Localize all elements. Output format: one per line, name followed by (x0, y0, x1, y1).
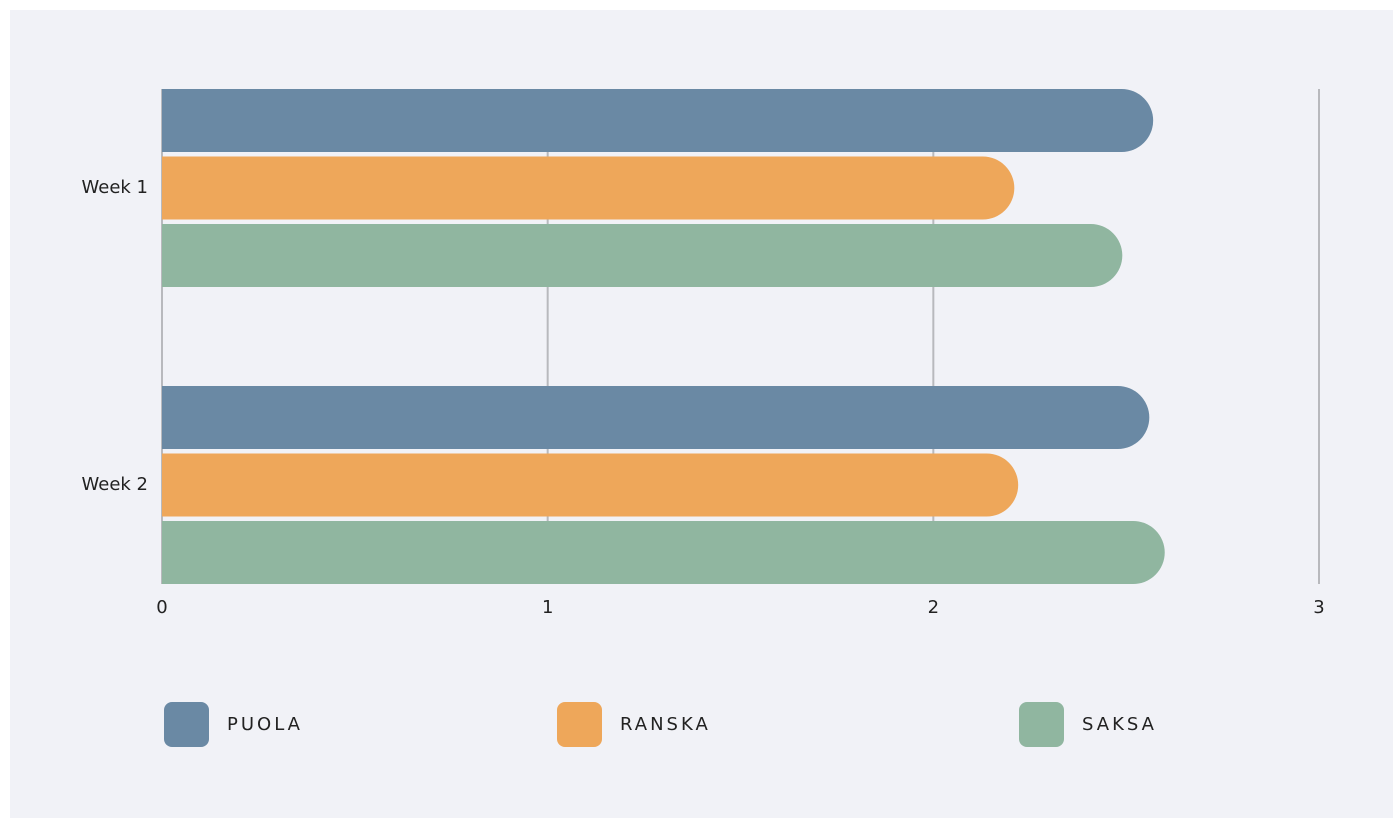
bar (162, 89, 1154, 152)
bar (162, 521, 1165, 584)
legend-label: RANSKA (620, 714, 711, 735)
y-tick-label: Week 2 (82, 474, 149, 495)
x-tick-label: 1 (542, 597, 553, 618)
x-tick-label: 3 (1313, 597, 1324, 618)
legend-swatch (1019, 702, 1064, 747)
bar (162, 156, 1015, 220)
bar (162, 224, 1123, 287)
legend-swatch (557, 702, 602, 747)
y-tick-label: Week 1 (82, 177, 149, 198)
legend-label: SAKSA (1082, 714, 1157, 735)
legend-swatch (164, 702, 209, 747)
x-tick-label: 0 (156, 597, 167, 618)
bar (162, 453, 1019, 517)
x-tick-label: 2 (928, 597, 939, 618)
bar (162, 386, 1150, 449)
legend-label: PUOLA (227, 714, 303, 735)
